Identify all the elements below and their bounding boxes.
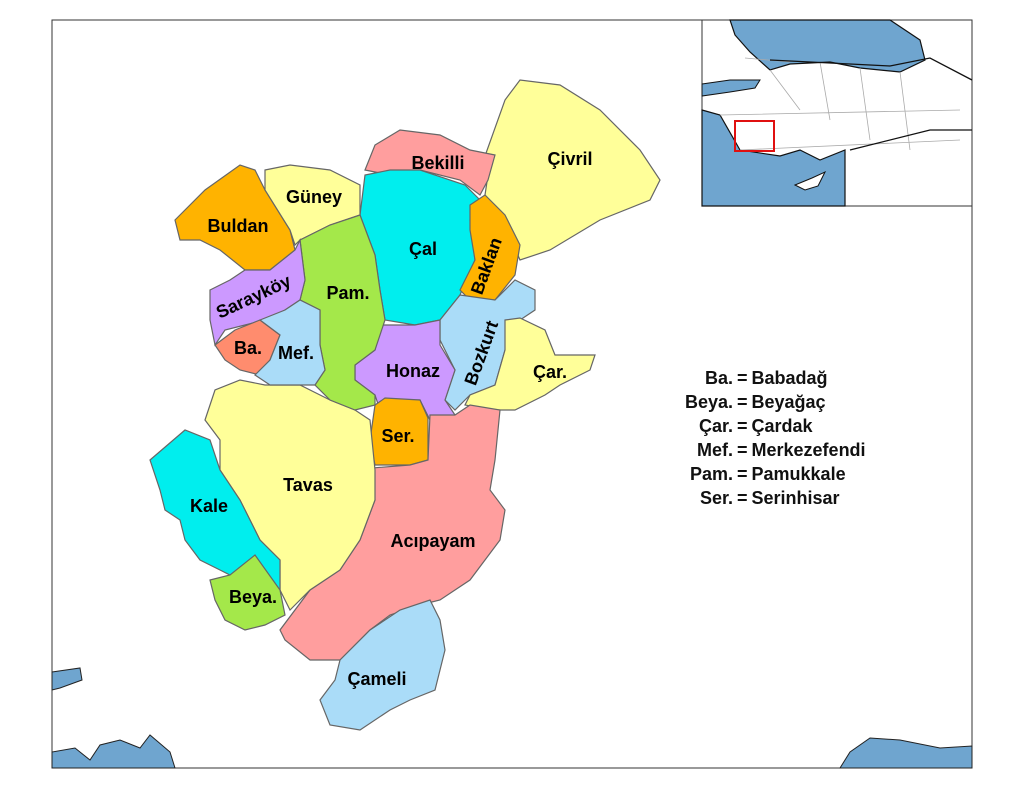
- black-sea: [729, 19, 926, 73]
- legend-equals: =: [737, 392, 748, 412]
- legend-abbreviation: Beya.: [684, 392, 733, 412]
- legend-row: Ser. = Serinhisar: [655, 486, 866, 510]
- marmara-sea: [701, 79, 761, 97]
- district-label-pamukkale: Pam.: [326, 283, 369, 303]
- legend-abbreviation: Çar.: [698, 416, 733, 436]
- legend-row: Mef. = Merkezefendi: [655, 438, 866, 462]
- legend-equals: =: [737, 488, 748, 508]
- legend-row: Çar. = Çardak: [655, 414, 866, 438]
- legend-full-name: Babadağ: [751, 368, 828, 388]
- abbreviation-legend: Ba. = Babadağ Beya. = Beyağaç Çar. = Çardak Mef. =…: [655, 366, 866, 510]
- legend-full-name: Serinhisar: [751, 488, 840, 508]
- district-label-buldan: Buldan: [208, 216, 269, 236]
- district-beyagac: [209, 554, 286, 631]
- legend-equals: =: [737, 464, 748, 484]
- district-merkezefendi: [254, 299, 326, 386]
- district-cardak: [464, 317, 596, 411]
- legend-equals: =: [737, 416, 748, 436]
- district-label-cal: Çal: [409, 239, 437, 259]
- legend-equals: =: [737, 440, 748, 460]
- district-label-cardak: Çar.: [533, 362, 567, 382]
- legend-row: Beya. = Beyağaç: [655, 390, 866, 414]
- district-label-beyagac: Beya.: [229, 587, 277, 607]
- district-label-honaz: Honaz: [386, 361, 440, 381]
- sea-southeast: [839, 737, 973, 769]
- district-label-serinhisar: Ser.: [381, 426, 414, 446]
- sea-southwest: [51, 734, 176, 769]
- legend-row: Pam. = Pamukkale: [655, 462, 866, 486]
- district-cameli: [319, 599, 446, 731]
- denizli-location-box: [734, 120, 775, 152]
- legend-row: Ba. = Babadağ: [655, 366, 866, 390]
- district-label-babadag: Ba.: [234, 338, 262, 358]
- legend-equals: =: [737, 368, 748, 388]
- district-label-bekilli: Bekilli: [411, 153, 464, 173]
- district-label-civril: Çivril: [547, 149, 592, 169]
- district-label-merkezefendi: Mef.: [278, 343, 314, 363]
- district-label-cameli: Çameli: [347, 669, 406, 689]
- district-label-kale: Kale: [190, 496, 228, 516]
- legend-full-name: Beyağaç: [751, 392, 826, 412]
- legend-abbreviation: Pam.: [689, 464, 733, 484]
- district-label-tavas: Tavas: [283, 475, 333, 495]
- legend-abbreviation: Ser.: [699, 488, 733, 508]
- district-label-acipayam: Acıpayam: [390, 531, 475, 551]
- legend-abbreviation: Ba.: [704, 368, 733, 388]
- inset-map: [701, 19, 973, 207]
- legend-abbreviation: Mef.: [697, 440, 733, 460]
- sea-west: [51, 667, 83, 691]
- district-label-guney: Güney: [286, 187, 342, 207]
- legend-full-name: Pamukkale: [751, 464, 846, 484]
- legend-full-name: Çardak: [751, 416, 813, 436]
- legend-full-name: Merkezefendi: [751, 440, 866, 460]
- cyprus: [793, 170, 827, 191]
